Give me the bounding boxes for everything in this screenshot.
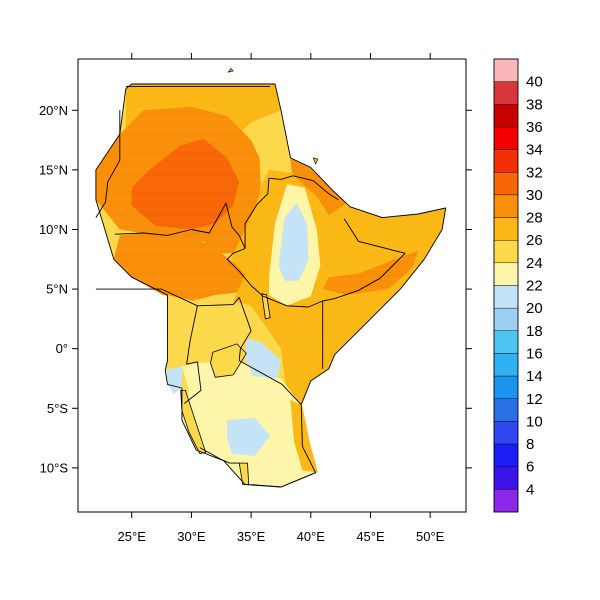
x-tick-label: 25°E xyxy=(118,529,147,544)
colorbar-label: 12 xyxy=(526,391,543,408)
y-tick-label: 10°S xyxy=(40,460,69,475)
border-kenya-tanzania xyxy=(238,360,302,406)
colorbar-swatch xyxy=(493,489,519,513)
colorbar-swatch xyxy=(493,262,519,286)
colorbar-swatch xyxy=(493,172,519,196)
y-tick-label: 0° xyxy=(56,341,68,356)
colorbar-label: 40 xyxy=(526,74,543,91)
region-central-sudan-hot xyxy=(131,138,240,230)
region-lake-kivu-area xyxy=(165,366,182,394)
colorbar-label: 30 xyxy=(526,187,543,204)
colorbar-swatch xyxy=(493,126,519,150)
border-zambia-tanzania xyxy=(199,447,240,464)
colorbar-label: 16 xyxy=(526,345,543,362)
island-0 xyxy=(312,157,319,165)
border-sudan-southsudan xyxy=(114,202,246,249)
colorbar-label: 24 xyxy=(526,255,543,272)
country-borders xyxy=(95,68,447,488)
colorbar-swatch xyxy=(493,443,519,467)
border-uganda-kenya xyxy=(238,297,252,361)
colorbar-swatch xyxy=(493,239,519,264)
colorbar-swatch xyxy=(493,398,519,422)
colorbar-label: 10 xyxy=(526,413,543,430)
colorbar-swatch xyxy=(493,81,519,105)
colorbar-swatch xyxy=(493,466,519,490)
colorbar-swatch xyxy=(493,353,519,377)
colorbar-label: 26 xyxy=(526,232,543,249)
y-tick-label: 5°N xyxy=(46,282,68,297)
colorbar-swatch xyxy=(493,104,519,128)
lake-victoria xyxy=(210,343,247,378)
colorbar-label: 14 xyxy=(526,368,543,385)
border-ethiopia-kenya xyxy=(262,295,335,308)
colorbar-label: 34 xyxy=(526,142,543,159)
x-tick-label: 45°E xyxy=(356,529,385,544)
border-sudan-ethiopia xyxy=(244,178,270,249)
border-tanzania-mozambique xyxy=(251,472,316,488)
island-1 xyxy=(227,68,234,73)
colorbar-swatch xyxy=(493,375,519,399)
border-southsudan-uganda xyxy=(161,288,240,307)
x-tick-label: 50°E xyxy=(416,529,445,544)
colorbar-label: 8 xyxy=(526,436,534,453)
y-axis: 20°N 15°N 10°N 5°N 0° 5°S 10°S xyxy=(39,103,472,475)
region-eritrea-afar xyxy=(290,157,347,216)
y-tick-label: 5°S xyxy=(47,401,68,416)
border-chad-sudan xyxy=(95,110,121,218)
border-eritrea xyxy=(268,175,339,201)
colorbar-label: 38 xyxy=(526,96,543,113)
colorbar-label: 20 xyxy=(526,300,543,317)
x-tick-label: 40°E xyxy=(297,529,326,544)
colorbar-swatch xyxy=(493,285,519,309)
colorbar-swatch xyxy=(493,330,519,354)
map-field xyxy=(78,59,466,510)
colorbar-frame xyxy=(493,58,519,513)
x-tick-label: 30°E xyxy=(177,529,206,544)
x-axis: 25°E 30°E 35°E 40°E 45°E 50°E xyxy=(118,53,445,544)
temperature-field xyxy=(78,59,466,510)
lake-malawi xyxy=(238,462,250,486)
y-tick-label: 15°N xyxy=(39,162,68,177)
colorbar-swatch xyxy=(493,58,519,82)
border-tanzania-west xyxy=(184,361,202,404)
region-ethiopia-core xyxy=(278,203,309,281)
border-uganda-drc xyxy=(186,305,198,365)
colorbar-label: 4 xyxy=(526,481,534,498)
region-south-sudan-car xyxy=(113,231,246,301)
lake-turkana xyxy=(261,293,271,320)
colorbar-label: 36 xyxy=(526,119,543,136)
colorbar-swatch xyxy=(493,149,519,173)
border-ethiopia-somalia xyxy=(334,218,406,300)
y-tick-label: 10°N xyxy=(39,222,68,237)
colorbar-swatch xyxy=(493,194,519,218)
colorbar-label: 28 xyxy=(526,210,543,227)
region-somali-hot-strip xyxy=(322,250,419,295)
region-tanzania-coast xyxy=(290,399,318,473)
border-southsudan-ethiopia xyxy=(226,248,264,297)
colorbar-label: 6 xyxy=(526,459,534,476)
colorbar-label: 22 xyxy=(526,278,543,295)
x-tick-label: 35°E xyxy=(237,529,266,544)
colorbar-swatch xyxy=(493,307,519,331)
colorbar: 40 38 36 34 32 30 28 26 24 22 20 18 16 14 12 10 8 6 4 xyxy=(493,58,543,513)
colorbar-label: 18 xyxy=(526,323,543,340)
colorbar-swatch xyxy=(493,421,519,445)
y-tick-label: 20°N xyxy=(39,103,68,118)
lakes xyxy=(180,293,271,486)
colorbar-label: 32 xyxy=(526,164,543,181)
region-southern-highlands xyxy=(227,417,271,456)
map-frame xyxy=(77,58,467,513)
colorbar-swatch xyxy=(493,217,519,241)
